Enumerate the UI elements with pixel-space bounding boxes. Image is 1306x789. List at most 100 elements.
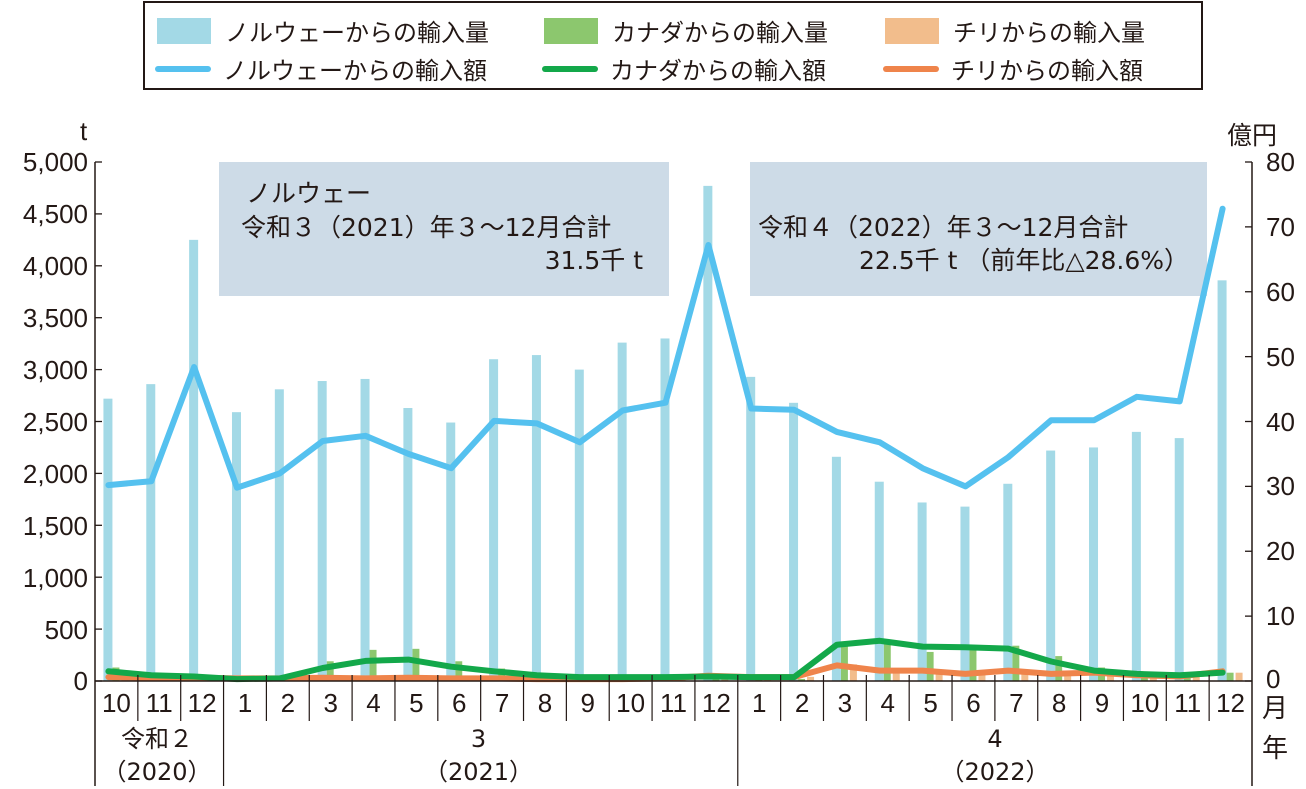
month-label: 11 bbox=[145, 688, 173, 718]
legend-label: カナダからの輸入額 bbox=[610, 57, 826, 85]
legend-swatch-norway-value bbox=[155, 65, 211, 72]
legend-swatch-chile-value bbox=[883, 65, 939, 72]
bar bbox=[1226, 672, 1234, 681]
bar bbox=[231, 412, 241, 681]
legend: ノルウェーからの輸入量 カナダからの輸入量 チリからの輸入量 ノルウェーからの輸… bbox=[143, 1, 1203, 90]
right-axis-unit: 億円 bbox=[1227, 122, 1278, 150]
month-label: 3 bbox=[323, 688, 338, 718]
bar bbox=[1192, 676, 1200, 681]
right-tick: 40 bbox=[1266, 407, 1295, 437]
month-label: 12 bbox=[187, 688, 217, 718]
annotation-text: 31.5千 t bbox=[544, 246, 643, 275]
year-label-2022: 4 （2022） bbox=[738, 723, 1252, 789]
legend-swatch-norway-volume bbox=[157, 17, 211, 44]
bar bbox=[326, 661, 334, 681]
legend-label: ノルウェーからの輸入額 bbox=[223, 57, 487, 85]
bar bbox=[574, 369, 584, 681]
month-unit: 月 bbox=[1262, 693, 1289, 723]
year-label-2020: 令和２ （2020） bbox=[95, 723, 219, 789]
bar bbox=[703, 185, 713, 681]
line-series bbox=[105, 205, 1226, 683]
bar bbox=[403, 408, 413, 681]
bar bbox=[960, 506, 970, 681]
bar bbox=[1012, 645, 1020, 681]
bar bbox=[617, 342, 627, 681]
bar bbox=[1174, 438, 1184, 681]
month-label: 6 bbox=[452, 688, 467, 718]
legend-item-norway-volume: ノルウェーからの輸入量 bbox=[157, 13, 489, 48]
bar bbox=[446, 422, 456, 681]
bar bbox=[807, 676, 815, 681]
right-tick: 50 bbox=[1266, 342, 1295, 372]
month-label: 11 bbox=[659, 688, 687, 718]
month-label: 5 bbox=[923, 688, 938, 718]
year-label-wareki: 4 bbox=[987, 725, 1003, 753]
legend-item-canada-value: カナダからの輸入額 bbox=[542, 51, 826, 86]
month-label: 6 bbox=[966, 688, 981, 718]
bar bbox=[1131, 431, 1141, 681]
bar bbox=[892, 668, 900, 681]
bar bbox=[1217, 280, 1227, 681]
bar bbox=[360, 378, 370, 681]
month-label: 3 bbox=[837, 688, 853, 718]
month-label: 9 bbox=[1094, 688, 1110, 718]
annotation-text: 22.5千 t （前年比△28.6%） bbox=[858, 246, 1189, 275]
year-label-western: （2022） bbox=[940, 758, 1050, 786]
left-tick: 3,000 bbox=[22, 355, 88, 385]
month-label: 1 bbox=[237, 688, 253, 718]
month-label: 8 bbox=[1051, 688, 1067, 718]
bar bbox=[935, 669, 943, 681]
bar bbox=[746, 376, 756, 681]
left-tick: 4,500 bbox=[22, 199, 88, 229]
axis-lines bbox=[94, 161, 1253, 786]
bar bbox=[840, 643, 848, 681]
right-tick: 10 bbox=[1266, 601, 1295, 631]
month-label: 11 bbox=[1174, 688, 1202, 718]
year-label-western: （2020） bbox=[102, 758, 212, 786]
legend-item-chile-value: チリからの輸入額 bbox=[883, 51, 1143, 86]
right-tick: 70 bbox=[1266, 212, 1295, 242]
bar bbox=[1107, 672, 1115, 681]
month-label: 7 bbox=[1009, 688, 1024, 718]
legend-item-canada-volume: カナダからの輸入量 bbox=[544, 13, 828, 48]
left-tick: 5,000 bbox=[22, 147, 88, 177]
annotation-text: ノルウェー bbox=[246, 179, 372, 208]
bar bbox=[1003, 483, 1013, 681]
bar bbox=[883, 643, 891, 681]
bar bbox=[926, 651, 934, 681]
year-label-2021: 3 （2021） bbox=[219, 723, 738, 789]
bar bbox=[189, 239, 199, 681]
legend-swatch-chile-volume bbox=[885, 17, 939, 44]
bar bbox=[531, 355, 541, 681]
bar bbox=[274, 389, 284, 681]
left-tick: 0 bbox=[73, 666, 88, 696]
month-label: 10 bbox=[101, 688, 131, 718]
bar bbox=[412, 648, 420, 681]
annotation-text: 令和４（2022）年３～12月合計 bbox=[758, 213, 1129, 242]
bar bbox=[146, 384, 156, 681]
left-tick: 1,000 bbox=[22, 563, 88, 593]
month-label: 2 bbox=[280, 688, 296, 718]
left-tick: 500 bbox=[44, 615, 88, 645]
annotation-text: 令和３（2021）年３～12月合計 bbox=[241, 213, 612, 242]
left-tick: 2,500 bbox=[22, 407, 88, 437]
bar bbox=[831, 456, 841, 681]
bar bbox=[969, 647, 977, 681]
right-tick: 60 bbox=[1266, 277, 1295, 307]
bar bbox=[317, 381, 327, 681]
legend-item-norway-value: ノルウェーからの輸入額 bbox=[155, 51, 487, 86]
bar bbox=[103, 398, 113, 681]
line bbox=[105, 205, 1226, 491]
left-tick: 1,500 bbox=[22, 511, 88, 541]
bar bbox=[1089, 447, 1099, 681]
right-tick: 20 bbox=[1266, 536, 1295, 566]
legend-item-chile-volume: チリからの輸入量 bbox=[885, 13, 1145, 48]
line bbox=[105, 637, 1226, 683]
right-tick: 0 bbox=[1266, 664, 1281, 694]
month-label: 8 bbox=[537, 688, 553, 718]
right-tick: 80 bbox=[1266, 147, 1295, 177]
bar bbox=[849, 664, 857, 681]
month-label: 2 bbox=[794, 688, 810, 718]
bar bbox=[1183, 677, 1191, 681]
